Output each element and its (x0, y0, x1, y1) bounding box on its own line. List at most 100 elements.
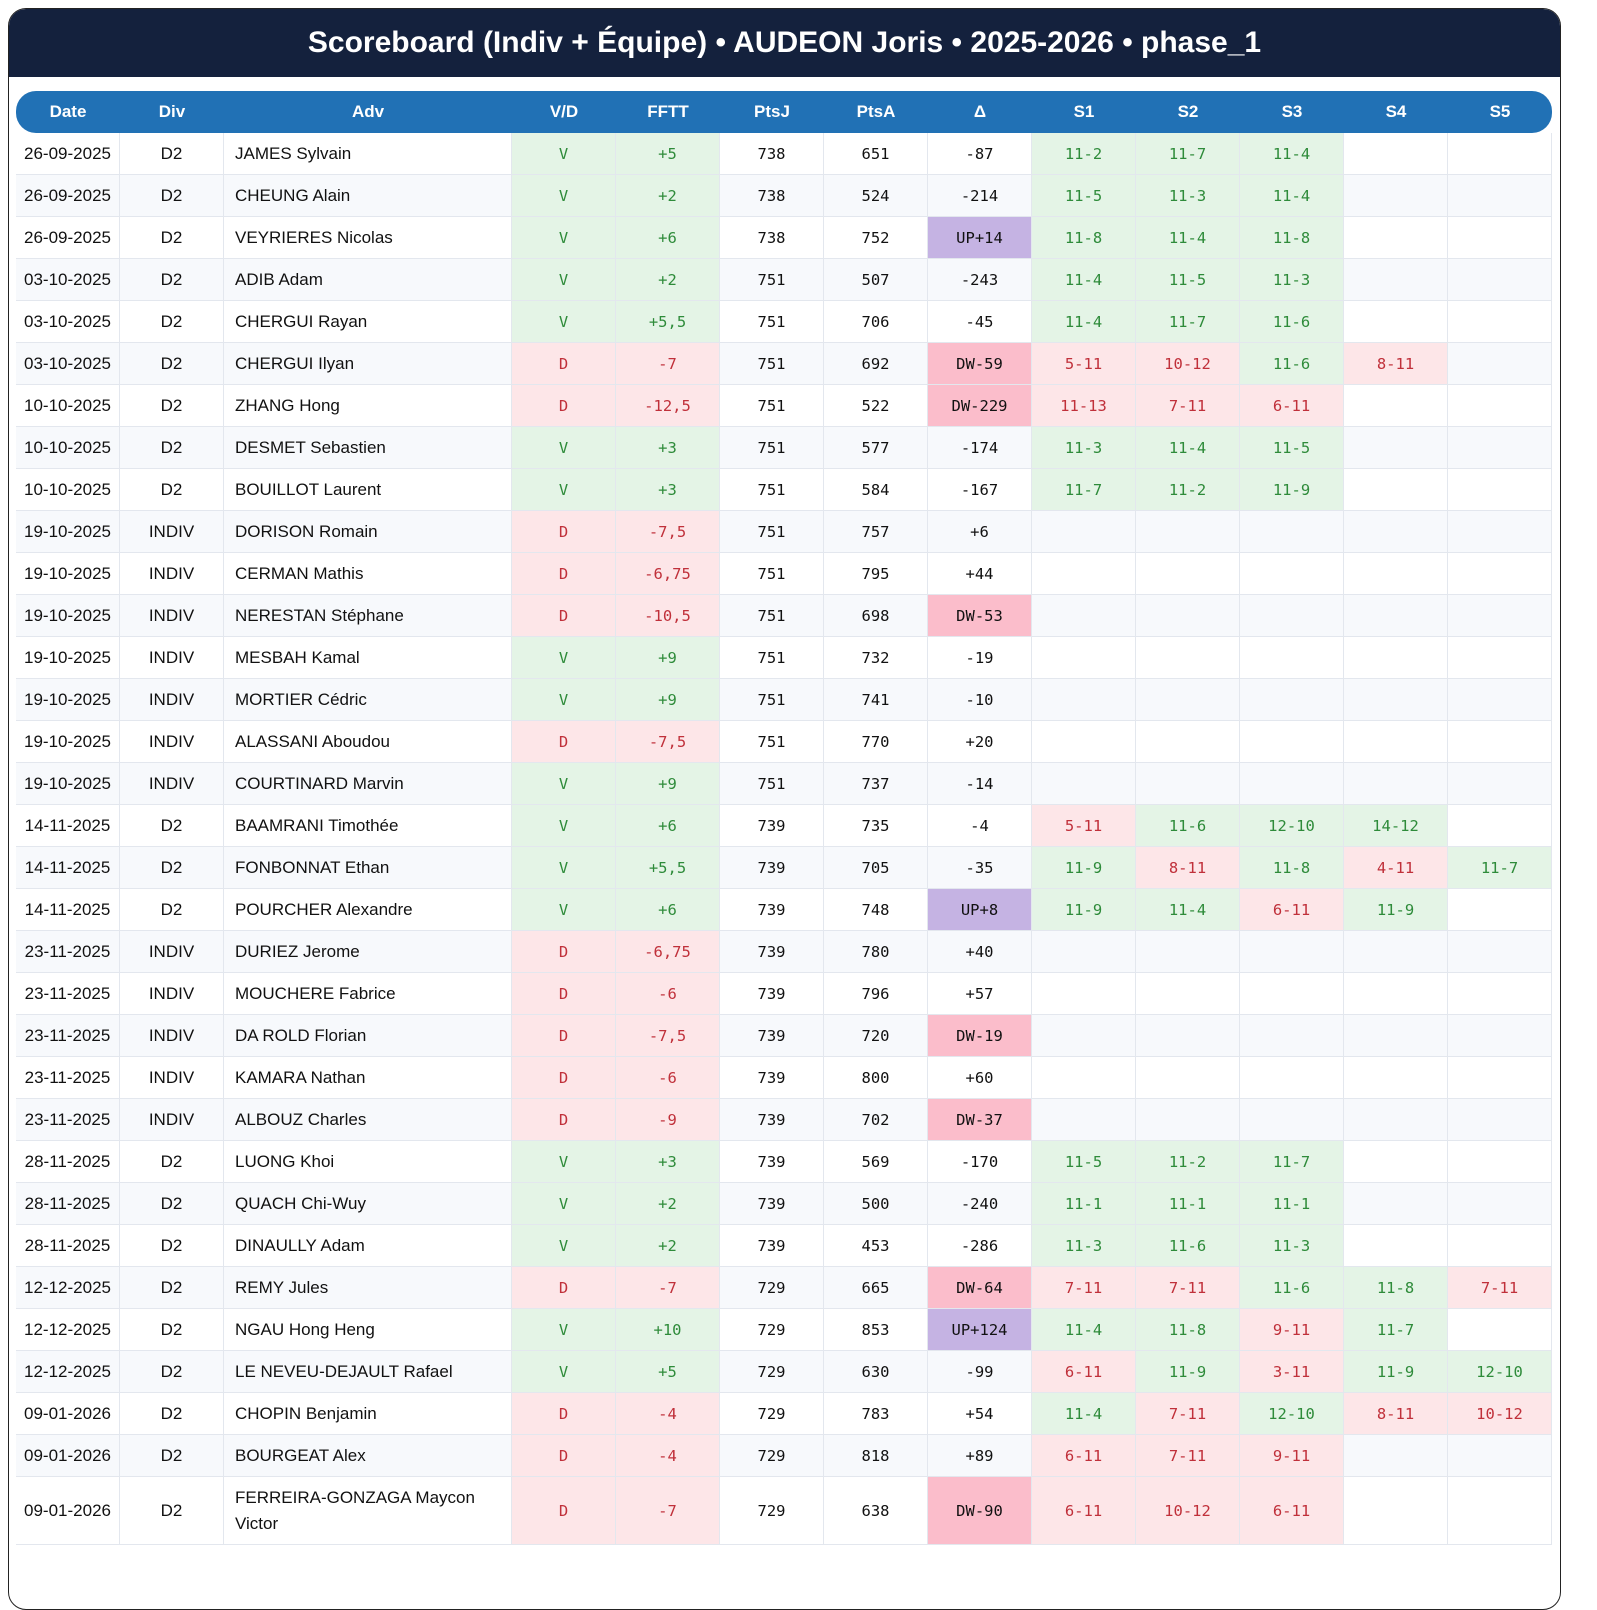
empty-cell (1448, 1015, 1552, 1057)
table-cell: 14-12 (1344, 805, 1448, 847)
table-cell: 11-6 (1240, 1267, 1344, 1309)
table-cell: -99 (928, 1351, 1032, 1393)
table-cell: D (512, 1015, 616, 1057)
table-cell: 5-11 (1032, 343, 1136, 385)
table-cell: 11-9 (1032, 847, 1136, 889)
table-cell: 5-11 (1032, 805, 1136, 847)
table-cell: LE NEVEU-DEJAULT Rafael (224, 1351, 512, 1393)
table-cell: CHERGUI Rayan (224, 301, 512, 343)
empty-cell (1448, 889, 1552, 931)
table-cell: V (512, 1183, 616, 1225)
table-row: 19-10-2025 INDIV MORTIER Cédric V +9 751 741 -1… (16, 679, 1552, 721)
empty-cell (1344, 427, 1448, 469)
table-cell: +3 (616, 1141, 720, 1183)
table-cell: 03-10-2025 (16, 301, 120, 343)
table-cell: 698 (824, 595, 928, 637)
empty-cell (1344, 973, 1448, 1015)
table-cell: 12-12-2025 (16, 1267, 120, 1309)
table-cell: 692 (824, 343, 928, 385)
table-cell: 11-3 (1240, 1225, 1344, 1267)
table-cell: 741 (824, 679, 928, 721)
table-cell: COURTINARD Marvin (224, 763, 512, 805)
empty-cell (1344, 133, 1448, 175)
table-cell: INDIV (120, 595, 224, 637)
table-cell: +54 (928, 1393, 1032, 1435)
table-cell: V (512, 1309, 616, 1351)
table-cell: +5 (616, 1351, 720, 1393)
empty-cell (1448, 259, 1552, 301)
empty-cell (1448, 763, 1552, 805)
table-cell: +2 (616, 175, 720, 217)
table-cell: D (512, 343, 616, 385)
table-cell: 3-11 (1240, 1351, 1344, 1393)
table-cell: D (512, 1477, 616, 1545)
table-cell: -4 (616, 1435, 720, 1477)
table-row: 19-10-2025 INDIV COURTINARD Marvin V +9 751 73… (16, 763, 1552, 805)
table-cell: 818 (824, 1435, 928, 1477)
empty-cell (1240, 553, 1344, 595)
table-cell: +40 (928, 931, 1032, 973)
table-cell: D2 (120, 217, 224, 259)
table-cell: DA ROLD Florian (224, 1015, 512, 1057)
table-cell: DINAULLY Adam (224, 1225, 512, 1267)
table-cell: 9-11 (1240, 1309, 1344, 1351)
empty-cell (1344, 1141, 1448, 1183)
table-row: 19-10-2025 INDIV CERMAN Mathis D -6,75 751 795… (16, 553, 1552, 595)
table-cell: 732 (824, 637, 928, 679)
empty-cell (1032, 1099, 1136, 1141)
table-cell: 11-4 (1032, 259, 1136, 301)
table-cell: 11-7 (1136, 301, 1240, 343)
table-cell: DW-37 (928, 1099, 1032, 1141)
table-cell: 735 (824, 805, 928, 847)
empty-cell (1448, 1309, 1552, 1351)
table-cell: KAMARA Nathan (224, 1057, 512, 1099)
table-row: 12-12-2025 D2 NGAU Hong Heng V +10 729 853 UP+1… (16, 1309, 1552, 1351)
empty-cell (1344, 175, 1448, 217)
table-row: 23-11-2025 INDIV ALBOUZ Charles D -9 739 702 DW… (16, 1099, 1552, 1141)
table-cell: 751 (720, 427, 824, 469)
table-cell: +2 (616, 1183, 720, 1225)
empty-cell (1032, 763, 1136, 805)
empty-cell (1032, 721, 1136, 763)
table-cell: D2 (120, 1351, 224, 1393)
table-cell: V (512, 427, 616, 469)
table-cell: D (512, 385, 616, 427)
table-cell: 4-11 (1344, 847, 1448, 889)
table-cell: 11-8 (1032, 217, 1136, 259)
table-cell: 03-10-2025 (16, 343, 120, 385)
table-cell: -10 (928, 679, 1032, 721)
table-cell: 577 (824, 427, 928, 469)
table-cell: 729 (720, 1267, 824, 1309)
table-cell: D (512, 1393, 616, 1435)
table-cell: 729 (720, 1435, 824, 1477)
empty-cell (1344, 1057, 1448, 1099)
table-cell: 23-11-2025 (16, 1015, 120, 1057)
table-row: 28-11-2025 D2 LUONG Khoi V +3 739 569 -170 11-5 1… (16, 1141, 1552, 1183)
table-cell: 751 (720, 595, 824, 637)
empty-cell (1448, 175, 1552, 217)
table-cell: 11-3 (1032, 427, 1136, 469)
table-cell: 752 (824, 217, 928, 259)
empty-cell (1448, 1225, 1552, 1267)
empty-cell (1448, 427, 1552, 469)
empty-cell (1240, 1015, 1344, 1057)
table-cell: 11-1 (1240, 1183, 1344, 1225)
table-cell: D2 (120, 1309, 224, 1351)
table-cell: +6 (616, 805, 720, 847)
column-header: FFTT (616, 91, 720, 133)
empty-cell (1448, 343, 1552, 385)
table-cell: 11-4 (1136, 217, 1240, 259)
empty-cell (1240, 595, 1344, 637)
table-cell: 780 (824, 931, 928, 973)
table-cell: D (512, 1099, 616, 1141)
table-cell: UP+8 (928, 889, 1032, 931)
table-cell: V (512, 1351, 616, 1393)
table-cell: 11-5 (1032, 175, 1136, 217)
table-cell: 11-13 (1032, 385, 1136, 427)
table-cell: V (512, 217, 616, 259)
table-cell: 751 (720, 385, 824, 427)
empty-cell (1032, 637, 1136, 679)
table-cell: -7,5 (616, 1015, 720, 1057)
table-cell: 739 (720, 973, 824, 1015)
table-cell: 729 (720, 1351, 824, 1393)
